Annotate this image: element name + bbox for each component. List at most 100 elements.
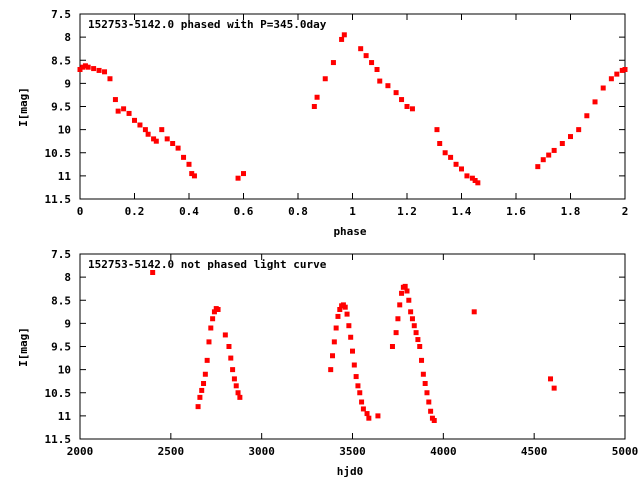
data-point — [151, 136, 157, 142]
data-points — [77, 32, 628, 186]
data-point — [426, 399, 432, 405]
data-point — [393, 90, 399, 96]
data-point — [346, 323, 352, 329]
data-point — [546, 152, 552, 158]
data-point — [428, 408, 434, 414]
data-point — [228, 355, 234, 361]
data-point — [453, 161, 459, 167]
data-point — [535, 164, 541, 170]
y-axis-label: I[mag] — [17, 87, 30, 127]
data-point — [475, 180, 481, 186]
data-point — [208, 325, 214, 331]
y-tick-label: 11.5 — [45, 433, 72, 446]
x-tick-label: 1.2 — [397, 205, 417, 218]
data-point — [107, 76, 113, 82]
data-point — [96, 67, 102, 73]
data-point — [434, 127, 440, 133]
data-point — [363, 53, 369, 59]
data-point — [344, 311, 350, 317]
data-point — [399, 290, 405, 296]
y-tick-label: 10 — [58, 124, 71, 137]
data-point — [170, 141, 176, 146]
data-point — [330, 353, 336, 359]
data-point — [385, 83, 391, 89]
data-point — [397, 302, 403, 308]
x-tick-label: 0.2 — [125, 205, 145, 218]
data-point — [102, 69, 108, 75]
x-tick-label: 0.8 — [288, 205, 308, 218]
data-point — [584, 113, 590, 119]
data-point — [431, 418, 437, 423]
data-point — [399, 97, 405, 103]
data-point — [351, 362, 357, 368]
y-axis-label: I[mag] — [17, 327, 30, 367]
data-point — [311, 104, 317, 109]
data-point — [406, 297, 412, 303]
data-point — [359, 399, 365, 405]
data-point — [404, 104, 410, 109]
data-point — [202, 371, 208, 377]
data-point — [328, 367, 334, 373]
data-point — [153, 138, 159, 144]
x-tick-label: 3000 — [248, 445, 275, 458]
data-point — [226, 344, 232, 349]
x-tick-label: 0.4 — [179, 205, 199, 218]
y-tick-label: 9 — [64, 317, 71, 330]
data-point — [540, 157, 546, 163]
data-point — [237, 394, 243, 400]
data-point — [121, 106, 127, 112]
plot-frame — [79, 253, 626, 440]
data-point — [115, 108, 121, 114]
x-tick-label: 4500 — [521, 445, 548, 458]
data-point — [132, 117, 137, 123]
data-point — [404, 288, 410, 294]
data-point — [377, 78, 383, 84]
data-point — [181, 154, 187, 160]
phased-light-curve-panel: 152753-5142.0 phased with P=345.0day pha… — [17, 8, 628, 238]
y-tick-label: 11 — [58, 410, 72, 423]
data-point — [199, 387, 205, 393]
raw-light-curve-panel: 152753-5142.0 not phased light curve hjd… — [17, 248, 638, 478]
data-point — [85, 64, 91, 70]
x-tick-label: 2500 — [158, 445, 185, 458]
x-tick-label: 3500 — [339, 445, 366, 458]
axis-ticks: 0 0.2 0.4 0.6 0.8 1 1.2 1.4 1.6 1.8 2 7.5 8 8.5 9 9.5 10… — [45, 8, 629, 218]
data-point — [355, 383, 361, 389]
x-tick-label: 0 — [77, 205, 84, 218]
y-tick-label: 11.5 — [45, 193, 72, 206]
data-point — [341, 32, 347, 38]
y-tick-label: 7.5 — [51, 8, 71, 21]
data-point — [551, 147, 557, 153]
data-point — [333, 325, 339, 331]
data-point — [211, 309, 217, 315]
chart-title: 152753-5142.0 not phased light curve — [88, 258, 327, 271]
x-tick-label: 1.4 — [452, 205, 472, 218]
data-point — [350, 348, 355, 354]
data-point — [424, 390, 430, 396]
data-point — [395, 316, 401, 322]
data-point — [375, 413, 381, 419]
chart-title: 152753-5142.0 phased with P=345.0day — [88, 18, 327, 31]
data-point — [551, 385, 557, 391]
x-tick-label: 2000 — [67, 445, 94, 458]
data-point — [413, 330, 419, 336]
data-point — [222, 332, 228, 338]
data-point — [622, 67, 628, 72]
data-point — [82, 63, 88, 69]
data-point — [215, 307, 221, 312]
y-tick-label: 9.5 — [51, 341, 71, 354]
x-tick-label: 1.6 — [506, 205, 526, 218]
data-point — [419, 357, 425, 363]
x-tick-label: 5000 — [612, 445, 639, 458]
data-point — [415, 337, 421, 343]
data-point — [389, 344, 395, 349]
y-tick-label: 8 — [64, 271, 71, 284]
data-point — [342, 304, 348, 310]
axis-ticks: 2000 2500 3000 3500 4000 4500 5000 7.5 8 8.5 9 9.5 1… — [45, 248, 639, 458]
data-point — [422, 381, 428, 386]
data-point — [337, 307, 343, 312]
y-tick-label: 10.5 — [45, 147, 72, 160]
y-tick-label: 11 — [58, 170, 72, 183]
data-point — [357, 390, 363, 396]
